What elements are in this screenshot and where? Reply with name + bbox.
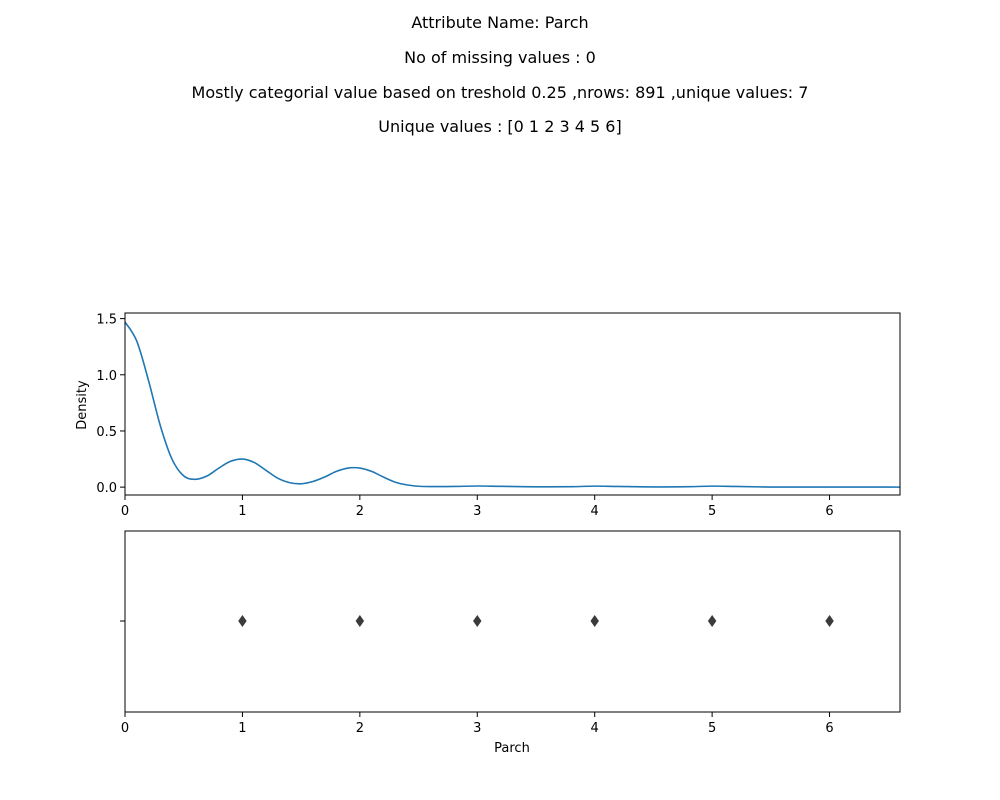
density-y-tick-label: 0.5 [96,425,117,440]
density-y-tick-label: 1.5 [96,313,117,328]
density-x-tick-label: 0 [121,504,129,519]
box-plot-x-tick-label: 2 [356,721,364,736]
box-plot-x-tick-label: 3 [473,721,481,736]
box-plot-outlier [355,614,365,628]
density-x-axis: 0 1 2 3 4 5 6 [121,495,834,519]
attribute-name-title: Attribute Name: Parch [411,13,589,32]
box-plot-outlier [825,614,834,628]
density-y-tick-label: 0.0 [96,481,117,496]
density-y-tick-label: 1.0 [96,369,117,384]
box-plot-x-tick-label: 1 [238,721,246,736]
categorical-info-title: Mostly categorial value based on treshol… [191,83,809,102]
box-plot-outlier [590,614,599,628]
density-y-axis: 0.0 0.5 1.0 1.5 [96,313,125,496]
box-plot-outliers [238,614,834,628]
box-plot-outlier [707,614,717,628]
box-plot-outlier [238,614,247,628]
density-x-tick-label: 5 [708,504,716,519]
density-line [124,321,901,488]
density-x-tick-label: 6 [825,504,833,519]
density-x-tick-label: 1 [238,504,246,519]
box-plot-x-axis-label: Parch [494,741,530,756]
density-x-tick-label: 3 [473,504,481,519]
missing-values-title: No of missing values : 0 [404,48,596,67]
density-plot: 0 1 2 3 4 5 6 0.0 0.5 1.0 1.5 Density [75,312,901,519]
density-y-axis-label: Density [75,380,90,430]
density-x-tick-label: 2 [356,504,364,519]
unique-values-title: Unique values : [0 1 2 3 4 5 6] [378,117,622,136]
box-plot-x-tick-label: 4 [591,721,599,736]
box-plot-outlier [473,614,482,628]
box-plot: 0 1 2 3 4 5 6 Parch [120,530,901,756]
box-plot-x-tick-label: 0 [121,721,129,736]
box-plot-x-axis: 0 1 2 3 4 5 6 [121,712,834,736]
density-x-tick-label: 4 [591,504,599,519]
density-plot-frame [124,312,901,496]
box-plot-x-tick-label: 6 [825,721,833,736]
box-plot-x-tick-label: 5 [708,721,716,736]
